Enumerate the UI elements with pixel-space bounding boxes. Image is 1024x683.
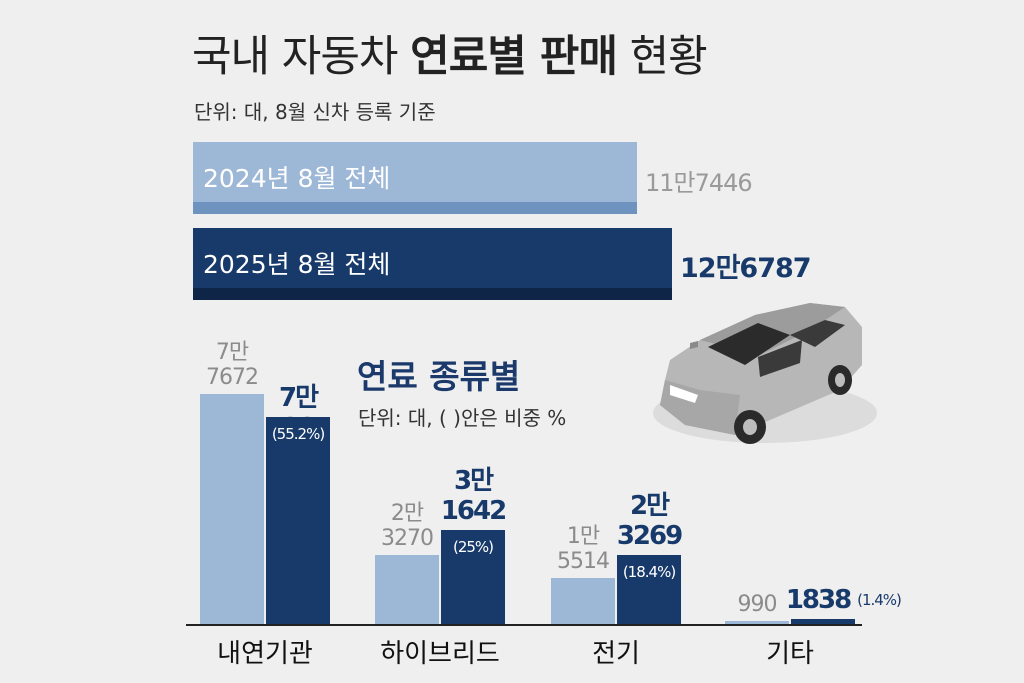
value-label-2025-1: 3만 1642 [438,466,508,526]
total-bar-2024-shadow [193,202,637,214]
value-label-2025-0: 7만38 [263,383,333,443]
share-label-2025-0: (55.2%) [271,425,325,443]
value-label-2024-3-line-0: 990 [737,592,778,617]
value-label-2025-1-line-1: 1642 [440,496,507,526]
value-label-2024-0-line-0: 7만 [215,340,249,365]
bar-2025-0 [266,417,330,624]
bar-2024-1 [375,555,439,624]
total-bar-2024: 2024년 8월 전체 [193,142,637,214]
bar-2024-0 [200,394,264,624]
value-label-2024-1-line-0: 2만 [390,501,424,526]
car-illustration [653,303,877,444]
bar-2025-3 [791,619,855,624]
value-label-2025-1-line-0: 3만 [453,466,494,496]
total-value-2024: 11만7446 [645,169,753,197]
value-label-2024-2-line-0: 1만 [566,524,600,549]
value-label-2024-0-line-1: 7672 [206,365,259,390]
value-label-2025-3: 1838 [783,585,853,615]
value-label-2024-2: 1만 5514 [551,524,615,574]
total-value-2025: 12만6787 [680,253,812,284]
bar-2024-2 [551,578,615,624]
bar-2025-1 [441,530,505,624]
category-label-2: 전기 [592,639,640,669]
fuel-section-subtitle: 단위: 대, ( )안은 비중 % [358,406,567,430]
value-label-2025-3-line-0: 1838 [785,585,852,615]
value-label-2025-2-line-0: 2만 [629,491,670,521]
total-bar-2025-shadow [193,288,672,300]
share-label-2025-1: (25%) [452,538,494,556]
value-label-2025-2: 2만 3269 [614,491,684,551]
value-label-2024-0: 7만 7672 [200,340,264,390]
chart-title: 국내 자동차 연료별 판매 현황 [192,32,708,82]
share-label-2025-3: (1.4%) [857,591,902,609]
chart-subtitle: 단위: 대, 8월 신차 등록 기준 [194,100,436,124]
value-label-2025-2-line-1: 3269 [616,521,683,551]
value-label-2024-1: 2만 3270 [375,501,439,551]
value-label-2024-2-line-1: 5514 [557,549,610,574]
category-label-3: 기타 [766,639,814,669]
bar-2024-3 [725,621,789,624]
total-bar-2025-label: 2025년 8월 전체 [203,250,391,279]
share-label-2025-2: (18.4%) [622,563,676,581]
value-label-2024-3: 990 [725,592,789,617]
chart-baseline [186,624,862,626]
value-label-2025-0-line-0: 7만38 [278,383,319,443]
bar-2025-2 [617,555,681,624]
total-bar-2025: 2025년 8월 전체 [193,228,672,300]
category-label-0: 내연기관 [217,639,313,669]
fuel-section-title: 연료 종류별 [357,357,521,396]
total-bar-2024-label: 2024년 8월 전체 [203,164,391,193]
category-label-1: 하이브리드 [380,639,500,669]
value-label-2024-1-line-1: 3270 [381,526,434,551]
